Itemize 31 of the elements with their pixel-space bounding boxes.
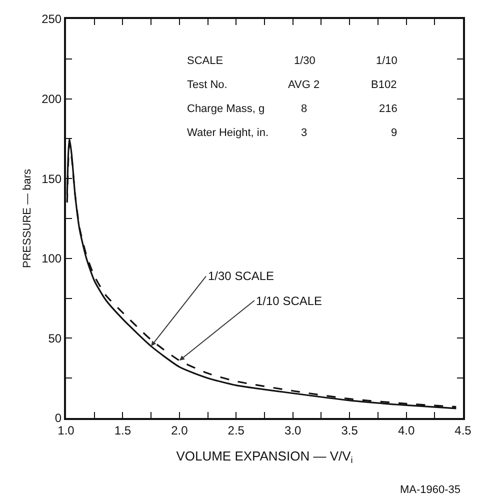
annotation: 3	[301, 127, 308, 139]
x-tick-label: 4.5	[454, 423, 472, 438]
y-tick-label: 250	[42, 12, 62, 26]
annotation: Water Height, in.	[187, 127, 269, 139]
annotation: 9	[391, 127, 398, 139]
annotation: B102	[371, 79, 397, 91]
y-axis-title: PRESSURE — bars	[22, 168, 34, 268]
x-axis-title: VOLUME EXPANSION — V/V$_{i}$	[176, 448, 353, 466]
annotation: 1/30	[294, 55, 316, 67]
annotation: 1/30 SCALE	[208, 269, 274, 283]
y-tick-label: 50	[48, 331, 62, 346]
x-tick-label: 4.0	[398, 423, 415, 438]
annotation: Test No.	[187, 79, 228, 91]
x-tick-label: 3.5	[341, 423, 358, 438]
x-tick-label: 1.5	[114, 423, 132, 438]
annotation: AVG 2	[288, 79, 320, 91]
x-tick-label: 2.0	[171, 423, 188, 438]
annotation: Charge Mass, g	[187, 103, 265, 115]
y-tick-label: 150	[42, 172, 62, 186]
annotation: 1/10 SCALE	[256, 294, 322, 308]
text: MA-1960-35	[400, 484, 461, 496]
y-tick-label: 100	[42, 252, 62, 266]
x-tick-label: 1.0	[58, 423, 75, 438]
annotation: SCALE	[187, 55, 224, 67]
y-tick-label: 0	[54, 411, 62, 426]
y-tick-label: 200	[42, 92, 62, 106]
x-tick-label: 2.5	[228, 423, 245, 438]
x-tick-label: 3.0	[284, 423, 302, 438]
annotation: 1/10	[376, 55, 398, 67]
annotation: 216	[379, 103, 398, 115]
annotation: 8	[301, 103, 308, 115]
